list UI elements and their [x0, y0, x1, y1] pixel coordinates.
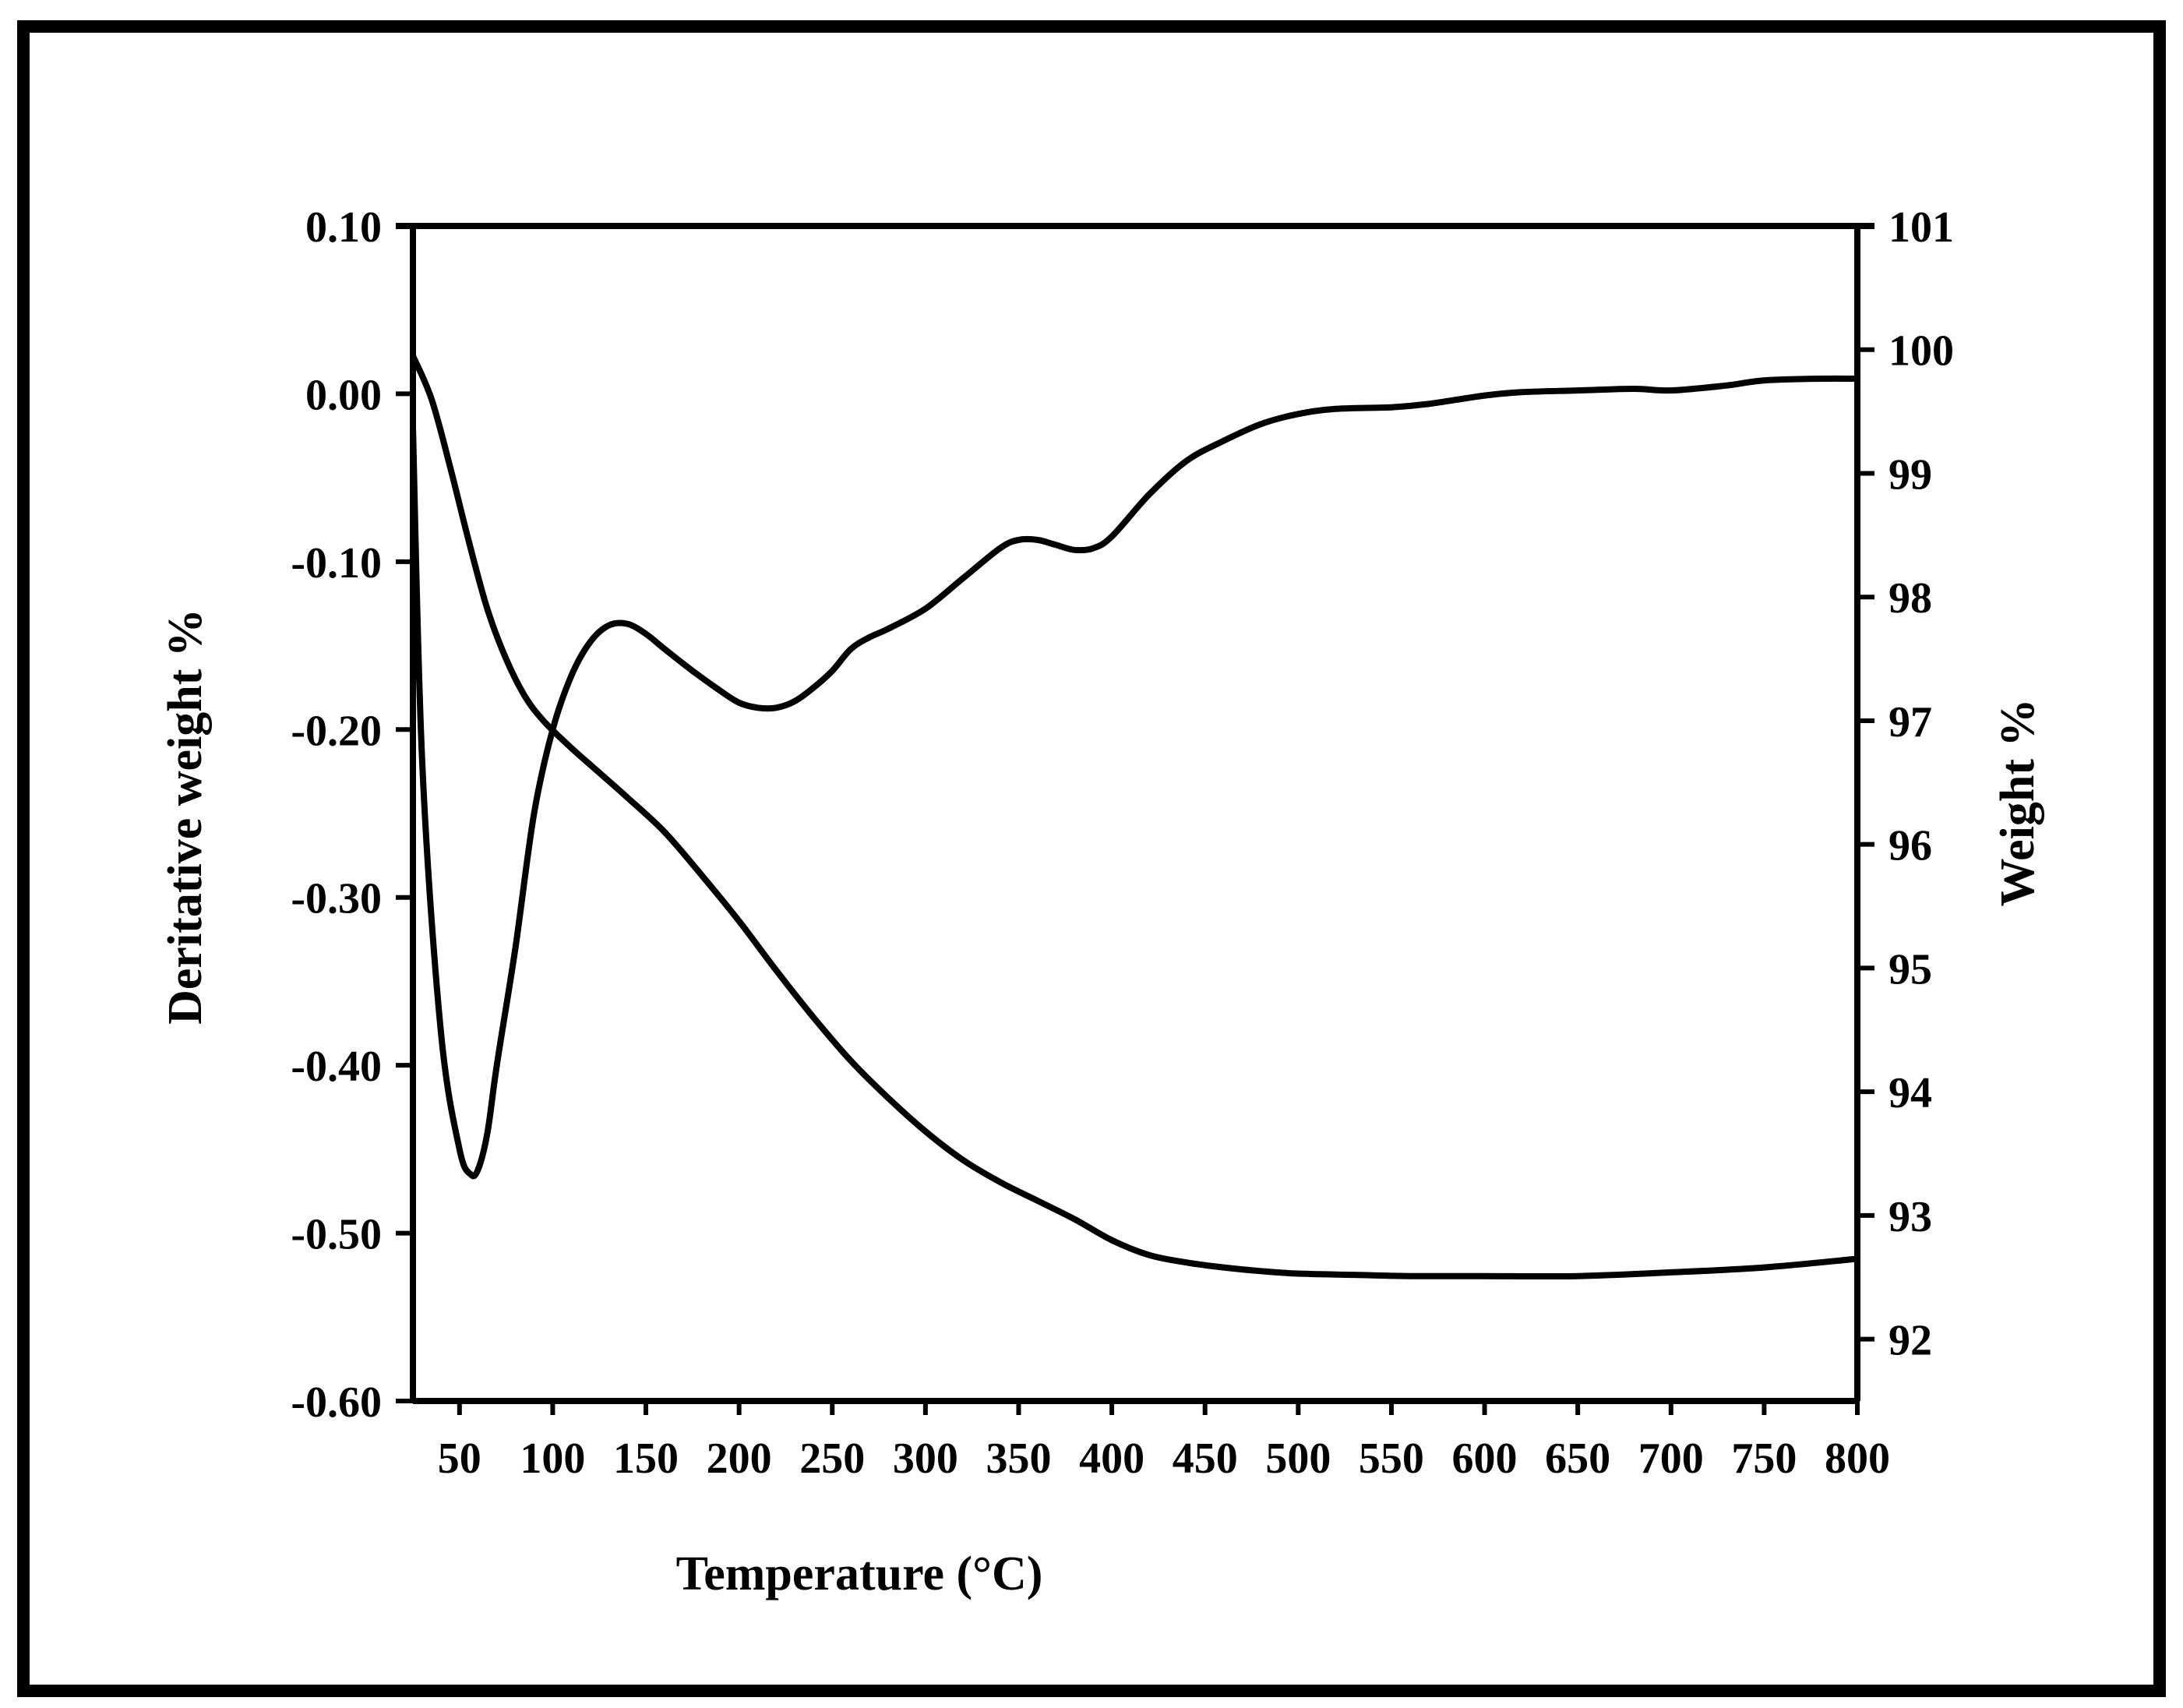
right-y-tick-label: 101	[1889, 203, 1954, 252]
right-y-tick-label: 94	[1889, 1069, 1932, 1117]
x-tick-label: 200	[707, 1435, 772, 1483]
right-y-tick-label: 100	[1889, 327, 1954, 376]
left-y-tick-label: 0.10	[305, 203, 382, 252]
x-tick-label: 350	[986, 1435, 1051, 1483]
left-y-tick-label: -0.30	[291, 875, 382, 923]
x-axis-ticks: 50 100 150 200 250 300 350 400 450 500 550 600 650 70…	[438, 1401, 1890, 1483]
left-y-axis-title: Deritative weight %	[159, 609, 212, 1025]
x-tick-label: 100	[520, 1435, 585, 1483]
x-tick-label: 300	[893, 1435, 958, 1483]
left-y-tick-label: -0.40	[291, 1043, 382, 1091]
x-tick-label: 50	[438, 1435, 481, 1483]
right-y-tick-label: 95	[1889, 945, 1932, 993]
x-tick-label: 150	[613, 1435, 679, 1483]
x-tick-label: 650	[1545, 1435, 1610, 1483]
right-y-tick-label: 96	[1889, 822, 1932, 870]
right-y-tick-label: 93	[1889, 1193, 1932, 1241]
x-tick-label: 450	[1173, 1435, 1238, 1483]
right-y-axis-title: Weight %	[1991, 699, 2044, 907]
left-y-tick-label: -0.10	[291, 539, 382, 588]
left-y-tick-label: -0.20	[291, 707, 382, 755]
right-y-tick-label: 98	[1889, 574, 1932, 623]
left-y-axis-ticks: 0.10 0.00 -0.10 -0.20 -0.30 -0.40 -0.50 -0.60	[291, 203, 413, 1427]
x-tick-label: 500	[1265, 1435, 1331, 1483]
left-y-tick-label: 0.00	[305, 371, 382, 419]
x-tick-label: 800	[1825, 1435, 1890, 1483]
weight-curve	[410, 352, 1860, 1280]
right-y-tick-label: 99	[1889, 450, 1932, 499]
x-tick-label: 700	[1638, 1435, 1704, 1483]
right-y-tick-label: 97	[1889, 698, 1932, 746]
figure-border	[17, 20, 2166, 1697]
left-y-tick-label: -0.50	[291, 1211, 382, 1259]
series-layer	[410, 352, 1860, 1280]
x-axis-title: Temperature (°C)	[676, 1547, 1043, 1600]
x-tick-label: 600	[1452, 1435, 1518, 1483]
left-y-tick-label: -0.60	[291, 1378, 382, 1427]
right-y-axis-ticks: 101 100 99 98 97 96 95 94 93 92	[1857, 203, 1954, 1365]
x-tick-label: 250	[799, 1435, 865, 1483]
x-tick-label: 750	[1731, 1435, 1797, 1483]
x-tick-label: 400	[1079, 1435, 1144, 1483]
x-tick-label: 550	[1359, 1435, 1424, 1483]
derivative-weight-curve	[410, 375, 1860, 1180]
right-y-tick-label: 92	[1889, 1317, 1932, 1365]
